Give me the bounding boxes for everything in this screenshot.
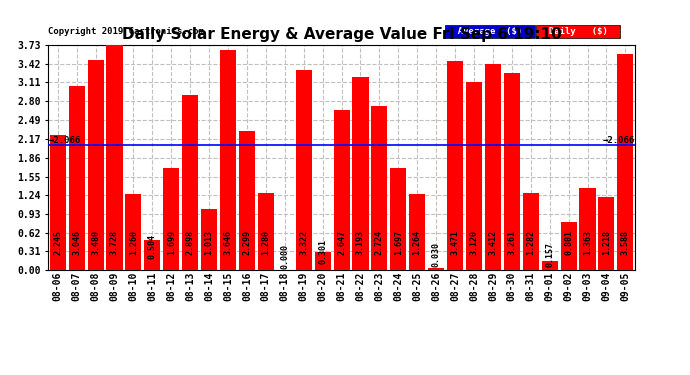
Text: 1.260: 1.260: [129, 230, 138, 255]
Text: 0.504: 0.504: [148, 234, 157, 260]
Text: 1.264: 1.264: [413, 230, 422, 255]
Bar: [50, 135, 66, 270]
Bar: [164, 168, 179, 270]
Text: 0.000: 0.000: [280, 244, 289, 269]
Text: →2.066: →2.066: [48, 136, 81, 146]
Bar: [523, 193, 539, 270]
Bar: [428, 268, 444, 270]
Bar: [560, 222, 577, 270]
Text: 3.322: 3.322: [299, 230, 308, 255]
Text: →2.066: →2.066: [602, 136, 635, 146]
Bar: [258, 193, 274, 270]
Text: 3.480: 3.480: [91, 230, 100, 255]
Text: 3.261: 3.261: [507, 230, 516, 255]
Text: 2.647: 2.647: [337, 230, 346, 255]
Bar: [371, 106, 387, 270]
Bar: [220, 50, 236, 270]
Text: Copyright 2019 Cartronics.com: Copyright 2019 Cartronics.com: [48, 27, 204, 36]
Bar: [580, 188, 595, 270]
Text: 0.301: 0.301: [318, 238, 327, 264]
Bar: [542, 261, 558, 270]
Text: 3.471: 3.471: [451, 230, 460, 255]
Text: 2.898: 2.898: [186, 230, 195, 255]
Bar: [391, 168, 406, 270]
Bar: [68, 86, 85, 270]
Text: 3.588: 3.588: [621, 230, 630, 255]
Text: 1.280: 1.280: [262, 230, 270, 255]
Text: 1.697: 1.697: [394, 230, 403, 255]
Bar: [485, 64, 501, 270]
Text: Average  ($): Average ($): [447, 27, 533, 36]
Bar: [144, 240, 160, 270]
Bar: [201, 209, 217, 270]
Bar: [315, 252, 331, 270]
Text: 1.363: 1.363: [583, 230, 592, 255]
Bar: [618, 54, 633, 270]
Bar: [126, 194, 141, 270]
Bar: [409, 194, 425, 270]
Bar: [106, 45, 123, 270]
Text: 2.299: 2.299: [242, 230, 251, 255]
Bar: [333, 110, 350, 270]
Bar: [239, 131, 255, 270]
Text: 2.245: 2.245: [53, 230, 62, 255]
Bar: [296, 70, 312, 270]
Text: 2.724: 2.724: [375, 230, 384, 255]
Bar: [353, 77, 368, 270]
Text: 3.412: 3.412: [489, 230, 497, 255]
Text: 1.282: 1.282: [526, 230, 535, 255]
Text: 3.193: 3.193: [356, 230, 365, 255]
Text: 3.046: 3.046: [72, 230, 81, 255]
Text: 3.646: 3.646: [224, 230, 233, 255]
Text: 1.013: 1.013: [205, 230, 214, 255]
Text: 0.030: 0.030: [432, 242, 441, 267]
Bar: [504, 73, 520, 270]
Bar: [466, 82, 482, 270]
Text: 1.699: 1.699: [167, 230, 176, 255]
Text: 0.157: 0.157: [545, 242, 554, 267]
Text: 3.728: 3.728: [110, 230, 119, 255]
Text: Daily   ($): Daily ($): [538, 27, 619, 36]
Text: 3.120: 3.120: [469, 230, 478, 255]
Text: 1.218: 1.218: [602, 230, 611, 255]
Bar: [598, 196, 615, 270]
Text: 0.801: 0.801: [564, 230, 573, 255]
Bar: [447, 61, 463, 270]
Bar: [182, 95, 198, 270]
Bar: [88, 60, 103, 270]
Title: Daily Solar Energy & Average Value Fri Sep 6 19:10: Daily Solar Energy & Average Value Fri S…: [121, 27, 562, 42]
